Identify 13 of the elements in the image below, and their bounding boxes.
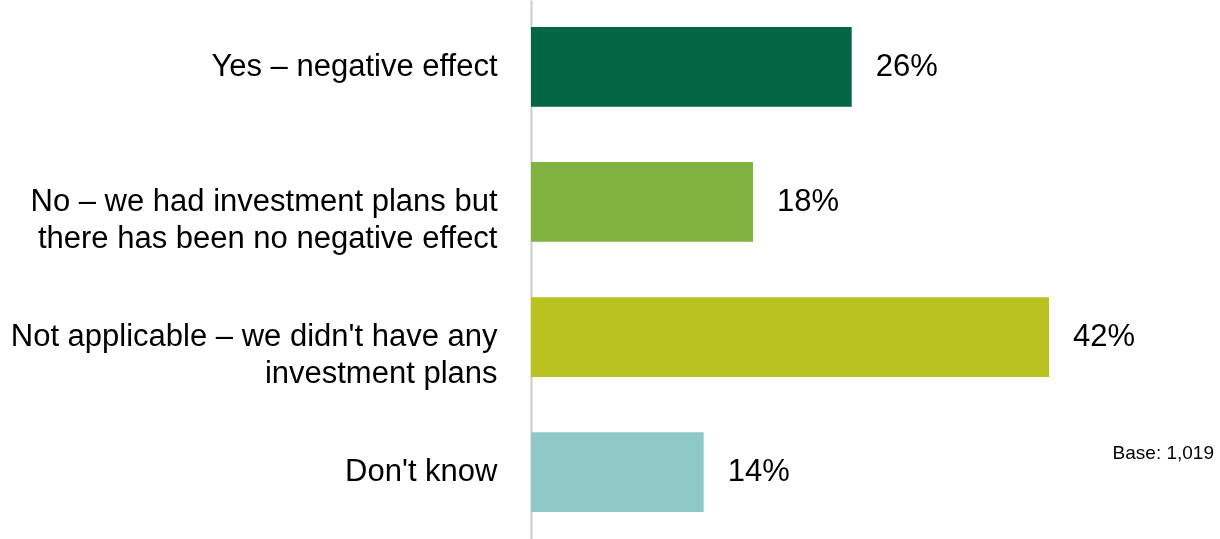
- y-tick-label: Not applicable – we didn't have any investment plans: [10, 318, 498, 391]
- data-label: 42%: [1073, 318, 1136, 354]
- data-label: 18%: [777, 182, 840, 218]
- y-tick-label: Yes – negative effect: [211, 47, 498, 83]
- data-label: 14%: [727, 453, 790, 489]
- text: Base: 1,019: [1112, 442, 1214, 464]
- bar: [531, 27, 852, 107]
- bar: [531, 297, 1050, 377]
- y-tick-label: Don't know: [345, 453, 499, 489]
- y-tick-label: No – we had investment plans but there has been no negative effect: [30, 182, 498, 255]
- bar: [531, 162, 754, 242]
- data-label: 26%: [875, 47, 938, 83]
- bar: [531, 432, 704, 512]
